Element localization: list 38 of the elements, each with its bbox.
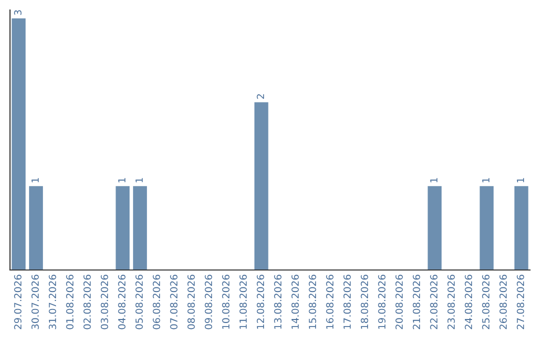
x-tick-label: 18.08.2026 xyxy=(360,274,368,329)
x-tick-label: 27.08.2026 xyxy=(516,274,524,330)
data-label: 2 xyxy=(256,94,264,99)
x-tick-label: 04.08.2026 xyxy=(118,274,126,330)
x-tick-label: 31.07.2026 xyxy=(48,274,56,330)
data-label: 1 xyxy=(136,178,143,182)
x-tick-label: 14.08.2026 xyxy=(291,274,299,329)
data-label: 1 xyxy=(32,178,39,182)
x-tick-label: 10.08.2026 xyxy=(222,274,230,329)
x-tick-label: 30.07.2026 xyxy=(31,274,39,330)
x-tick-label: 23.08.2026 xyxy=(447,274,455,330)
data-label: 3 xyxy=(14,10,22,15)
x-tick-label: 11.08.2026 xyxy=(239,274,247,329)
x-tick-label: 17.08.2026 xyxy=(343,274,351,329)
x-tick-label: 25.08.2026 xyxy=(482,274,490,330)
x-tick-label: 08.08.2026 xyxy=(187,274,195,330)
x-tick-label: 16.08.2026 xyxy=(326,274,334,329)
x-tick-label: 19.08.2026 xyxy=(378,274,386,329)
x-tick-label: 21.08.2026 xyxy=(412,274,420,330)
data-label: 1 xyxy=(482,178,490,182)
x-tick-label: 01.08.2026 xyxy=(66,274,74,330)
x-tick-label: 09.08.2026 xyxy=(204,274,212,330)
data-label: 1 xyxy=(430,178,438,182)
data-label: 1 xyxy=(516,178,524,182)
x-tick-label: 15.08.2026 xyxy=(308,274,316,329)
data-label: 1 xyxy=(118,178,126,182)
x-tick-label: 22.08.2026 xyxy=(430,274,438,330)
x-tick-label: 07.08.2026 xyxy=(170,274,178,330)
x-tick-label: 26.08.2026 xyxy=(499,274,507,330)
x-tick-label: 29.07.2026 xyxy=(14,274,22,330)
x-tick-label: 13.08.2026 xyxy=(274,274,282,329)
x-tick-label: 12.08.2026 xyxy=(256,274,264,329)
x-tick-label: 06.08.2026 xyxy=(152,274,160,330)
x-tick-label: 05.08.2026 xyxy=(135,274,143,330)
x-tick-label: 24.08.2026 xyxy=(464,274,472,330)
x-tick-label: 20.08.2026 xyxy=(395,274,403,330)
x-tick-label: 02.08.2026 xyxy=(83,274,91,330)
x-tick-label: 03.08.2026 xyxy=(100,274,108,330)
